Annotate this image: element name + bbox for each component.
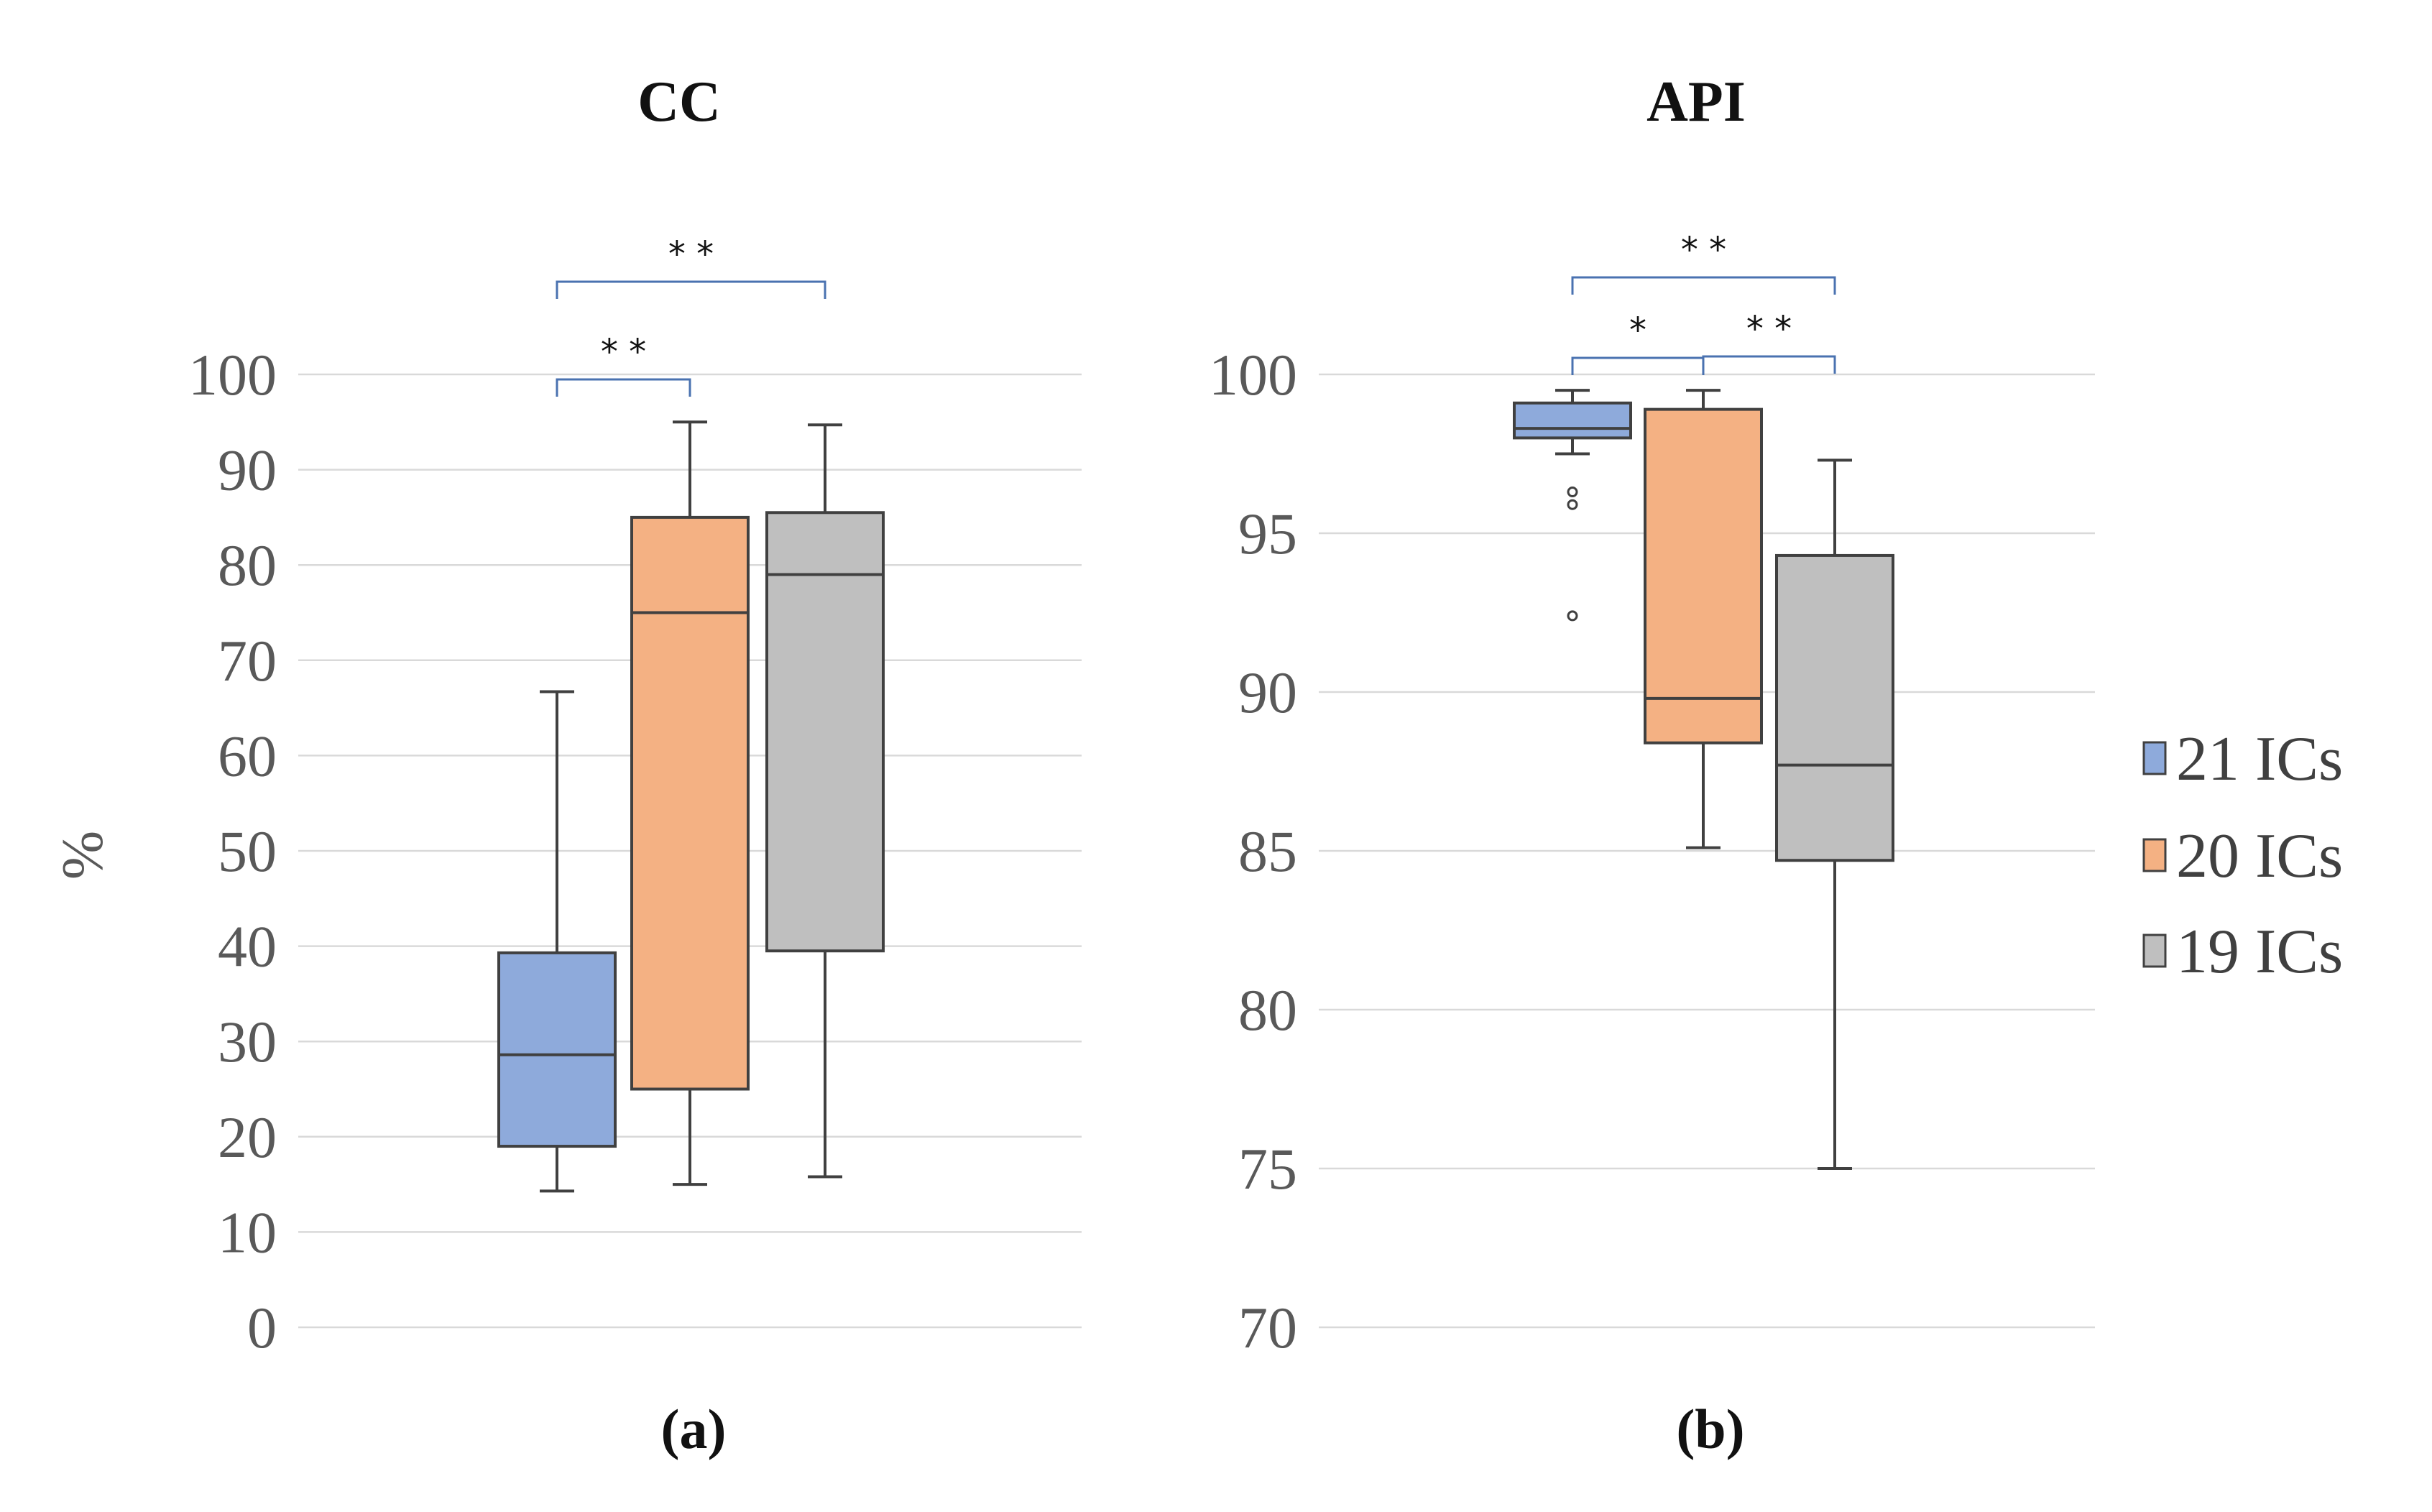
legend-swatch xyxy=(2142,741,2167,775)
iqr-box xyxy=(1775,553,1894,862)
significance-bracket xyxy=(1571,276,1836,295)
panel-b-y-tick-label: 75 xyxy=(1238,1136,1297,1202)
panel-b-y-tick-label: 85 xyxy=(1238,819,1297,884)
panel-a-y-tick-label: 50 xyxy=(218,819,277,884)
significance-label: * * xyxy=(1681,230,1726,270)
iqr-box xyxy=(630,515,750,1091)
iqr-box xyxy=(497,951,617,1148)
legend-label: 21 ICs xyxy=(2176,724,2343,794)
panel-b-box-19-ics xyxy=(1775,458,1894,1170)
panel-a-y-tick-label: 30 xyxy=(218,1009,277,1074)
iqr-box xyxy=(1644,407,1763,745)
panel-a-y-tick-label: 40 xyxy=(218,914,277,979)
legend-item-20-ics: 20 ICs xyxy=(2142,821,2343,891)
iqr-box xyxy=(765,511,885,953)
panel-a-y-tick-label: 0 xyxy=(247,1295,277,1360)
significance-label: * * xyxy=(1746,309,1792,349)
significance-bracket xyxy=(556,280,826,299)
significance-bracket xyxy=(556,378,691,397)
panel-a-box-20-ics xyxy=(630,420,750,1186)
panel-b-y-tick-label: 90 xyxy=(1238,660,1297,725)
significance-label: * xyxy=(1629,310,1646,351)
panel-a-significance-0-1: * * xyxy=(556,332,691,397)
panel-a-sublabel: (a) xyxy=(661,1398,727,1460)
panel-b-y-tick-label: 100 xyxy=(1209,342,1297,407)
legend-item-19-ics: 19 ICs xyxy=(2142,917,2343,987)
panel-b-chart: 70 75 80 85 90 95 100 API (b) * * * * * xyxy=(1209,70,2095,1460)
panel-b-y-tick-label: 95 xyxy=(1238,501,1297,566)
legend-label: 20 ICs xyxy=(2176,821,2343,891)
panel-b-significance-0-1: * xyxy=(1571,310,1705,375)
panel-b-sublabel: (b) xyxy=(1676,1398,1744,1460)
panel-a-box-21-ics xyxy=(497,690,617,1193)
legend-swatch xyxy=(2142,934,2167,968)
iqr-box xyxy=(1513,401,1632,440)
legend-label: 19 ICs xyxy=(2176,917,2343,987)
outlier-point xyxy=(1567,487,1578,498)
panel-b-title: API xyxy=(1646,70,1746,134)
legend-swatch xyxy=(2142,838,2167,872)
panel-a-y-tick-label: 80 xyxy=(218,533,277,598)
panel-a-y-tick-label: 90 xyxy=(218,438,277,503)
panel-a-box-19-ics xyxy=(765,423,885,1179)
panel-b-significance-0-2: * * xyxy=(1571,230,1836,295)
panel-a-significance-0-2: * * xyxy=(556,234,826,299)
legend-item-21-ics: 21 ICs xyxy=(2142,724,2343,794)
panel-b-significance-1-2: * * xyxy=(1702,309,1836,374)
significance-label: * * xyxy=(601,332,646,372)
significance-label: * * xyxy=(668,234,714,275)
panel-a-y-tick-label: 20 xyxy=(218,1105,277,1170)
panel-a-title: CC xyxy=(637,70,721,134)
outlier-point xyxy=(1567,610,1578,622)
significance-bracket xyxy=(1571,356,1705,375)
panel-a-y-tick-label: 70 xyxy=(218,628,277,693)
panel-a-y-tick-label: 100 xyxy=(188,342,277,407)
significance-bracket xyxy=(1702,355,1836,374)
panel-b-y-tick-label: 70 xyxy=(1238,1295,1297,1360)
outlier-point xyxy=(1567,499,1578,510)
panel-a-y-tick-label: 60 xyxy=(218,723,277,788)
panel-b-box-21-ics xyxy=(1513,389,1632,622)
legend: 21 ICs 20 ICs 19 ICs xyxy=(2142,724,2343,987)
panel-a-y-tick-label: 10 xyxy=(218,1199,277,1265)
panel-a-chart: 0 10 20 30 40 50 60 70 80 90 100 CC (a)% * * * * xyxy=(50,70,1082,1460)
panel-b-box-20-ics xyxy=(1644,389,1763,849)
panel-a-y-axis-label: % xyxy=(50,831,115,880)
panel-b-y-tick-label: 80 xyxy=(1238,977,1297,1043)
